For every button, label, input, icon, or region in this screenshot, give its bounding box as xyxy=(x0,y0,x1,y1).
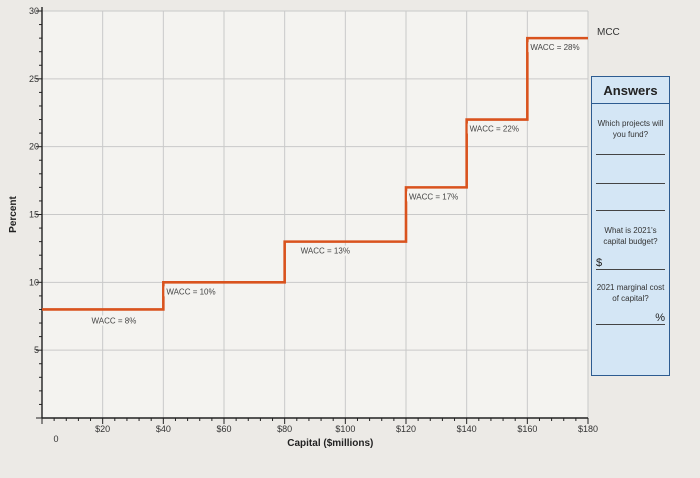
projects-answer-line-1[interactable] xyxy=(596,154,665,155)
y-tick-label: 5 xyxy=(34,345,39,355)
step-label: WACC = 10% xyxy=(166,287,215,296)
question-projects: Which projects will you fund? xyxy=(597,119,664,139)
step-label-bg xyxy=(298,245,352,256)
capital-budget-field[interactable]: $ xyxy=(596,253,665,270)
projects-answer-line-3[interactable] xyxy=(596,210,665,211)
x-tick-label: $100 xyxy=(335,424,355,434)
gridlines xyxy=(42,10,589,418)
step-label-bg xyxy=(89,315,139,326)
dollar-sign: $ xyxy=(596,257,603,269)
x-tick-label: $60 xyxy=(216,424,231,434)
x-tick-label: $160 xyxy=(517,424,537,434)
x-tick-label: $20 xyxy=(95,424,110,434)
x-tick-label: $180 xyxy=(578,424,598,434)
step-label: WACC = 13% xyxy=(301,247,350,256)
step-label-bg xyxy=(467,123,521,134)
question-capital-budget: What is 2021's capital budget? xyxy=(603,226,658,246)
mcc-step-line xyxy=(42,36,588,311)
x-tick-label: $140 xyxy=(457,424,477,434)
answers-panel: Answers Which projects will you fund? Wh… xyxy=(591,76,670,376)
percent-sign: % xyxy=(655,312,665,324)
step-labels: WACC = 8% WACC = 10% WACC = 13% WACC = 17% W… xyxy=(89,42,582,326)
y-axis-title: Percent xyxy=(8,195,19,232)
y-tick-label: 30 xyxy=(29,6,39,16)
y-tick-label: 10 xyxy=(29,277,39,287)
tick-labels: $20 $40 $60 $80 $100 $120 $140 $160 $180 5 10 15 20 2… xyxy=(29,6,598,434)
step-label: WACC = 22% xyxy=(470,125,519,134)
step-label-bg xyxy=(164,286,218,297)
step-label-bg xyxy=(407,191,461,202)
answers-title: Answers xyxy=(592,77,669,104)
y-tick-label: 15 xyxy=(29,210,39,220)
y-tick-label: 25 xyxy=(29,74,39,84)
step-label-bg xyxy=(528,42,582,53)
x-tick-label: $120 xyxy=(396,424,416,434)
step-label: WACC = 17% xyxy=(409,192,458,201)
step-label: WACC = 28% xyxy=(530,43,579,52)
x-tick-label: $80 xyxy=(277,424,292,434)
step-label: WACC = 8% xyxy=(92,316,137,325)
series-label-mcc: MCC xyxy=(597,27,620,38)
marginal-cost-field[interactable]: % xyxy=(596,308,665,325)
x-axis-title: Capital ($millions) xyxy=(287,438,373,449)
axes xyxy=(36,7,589,424)
y-tick-label: 20 xyxy=(29,142,39,152)
origin-label: 0 xyxy=(53,434,58,444)
mcc-series xyxy=(42,36,588,311)
question-marginal-cost: 2021 marginal cost of capital? xyxy=(596,283,665,303)
projects-answer-line-2[interactable] xyxy=(596,183,665,184)
x-tick-label: $40 xyxy=(156,424,171,434)
